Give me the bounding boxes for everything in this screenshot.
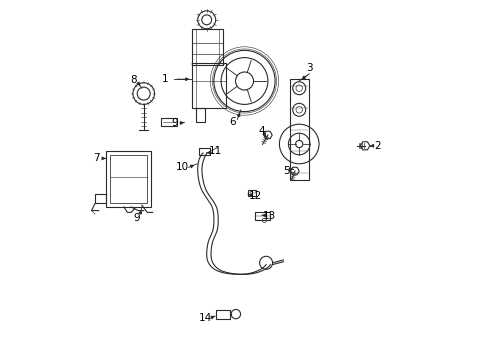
Text: 2: 2 [374, 141, 380, 151]
Text: 5: 5 [283, 166, 290, 176]
Text: 12: 12 [248, 191, 262, 201]
Text: 13: 13 [262, 211, 275, 221]
Bar [215, 310, 230, 319]
Bar [192, 29, 223, 65]
Bar [192, 63, 226, 108]
Bar [196, 108, 204, 122]
Bar [247, 190, 256, 196]
Text: 11: 11 [209, 146, 222, 156]
Bar [289, 79, 309, 180]
Bar [199, 148, 210, 155]
Text: 9: 9 [171, 118, 178, 128]
Text: 1: 1 [162, 74, 168, 84]
Bar [106, 151, 151, 207]
Text: 9: 9 [133, 213, 140, 223]
Text: 4: 4 [258, 126, 264, 136]
Text: 6: 6 [229, 117, 236, 127]
Text: 7: 7 [93, 153, 99, 163]
Text: 10: 10 [176, 162, 189, 172]
Bar [161, 118, 177, 126]
Text: 8: 8 [130, 75, 137, 85]
Bar [109, 155, 147, 203]
Text: 3: 3 [305, 63, 312, 73]
Text: 14: 14 [199, 312, 212, 323]
Bar [255, 212, 269, 220]
